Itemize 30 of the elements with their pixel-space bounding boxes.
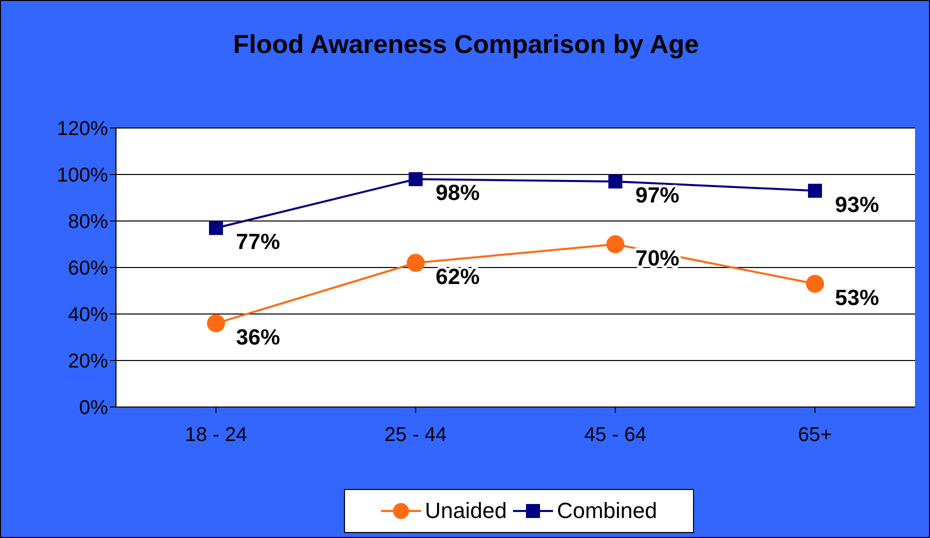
point — [808, 184, 822, 198]
y-tick-label: 100% — [56, 164, 108, 187]
data-label: 93% — [835, 192, 880, 217]
y-tick-label: 60% — [68, 258, 108, 280]
x-tick-label: 45 - 64 — [584, 424, 646, 446]
data-label: 53% — [835, 284, 880, 310]
legend-label: Unaided — [424, 498, 507, 524]
data-label: 97% — [635, 182, 680, 208]
legend-label: Combined — [556, 498, 658, 524]
data-label: 70% — [635, 245, 680, 270]
point — [406, 254, 425, 272]
point — [209, 220, 223, 235]
y-tick-label: 0% — [79, 397, 108, 420]
y-tick-label: 120% — [56, 118, 108, 140]
point — [608, 174, 622, 188]
data-label: 62% — [436, 264, 480, 289]
point — [806, 274, 824, 293]
y-tick-label: 80% — [68, 211, 108, 234]
x-tick-label: 65+ — [798, 424, 832, 446]
point — [207, 314, 225, 332]
point — [408, 172, 423, 186]
y-tick-label: 40% — [68, 304, 108, 326]
data-label: 98% — [436, 180, 480, 206]
point — [606, 235, 624, 254]
x-tick-label: 25 - 44 — [384, 424, 447, 446]
data-label: 36% — [236, 324, 280, 350]
x-tick-label: 18 - 24 — [184, 424, 248, 446]
data-label: 77% — [236, 228, 280, 254]
y-tick-label: 20% — [68, 350, 108, 373]
chart-title: Flood Awareness Comparison by Age — [232, 29, 700, 60]
